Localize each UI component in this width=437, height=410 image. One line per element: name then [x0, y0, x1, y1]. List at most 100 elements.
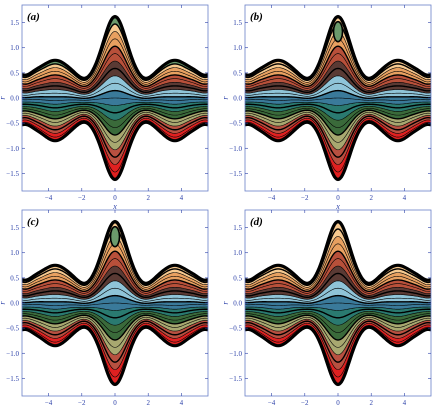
plot-area — [22, 219, 208, 387]
streamline — [22, 53, 208, 89]
x-axis-label: x — [112, 202, 117, 211]
streamline — [22, 101, 208, 106]
flow-band — [22, 61, 208, 93]
panel-1: −4 −2 0 2 4 1.5 1.0 0.5 0.0 −0.5 −1.0 −1.5 x r (b) — [221, 4, 432, 211]
streamline — [245, 105, 431, 121]
streamline — [245, 107, 431, 128]
trapped-bolus — [109, 225, 121, 248]
y-axis-label: r — [221, 96, 230, 100]
x-tick-label: −4 — [45, 194, 53, 202]
y-tick-label: 0.5 — [233, 274, 242, 282]
y-tick-label: −1.0 — [229, 350, 242, 358]
x-tick-label: −4 — [45, 399, 53, 407]
streamline — [22, 38, 208, 85]
x-tick-label: 2 — [146, 399, 150, 407]
x-tick-label: 0 — [336, 399, 340, 407]
y-axis-label: r — [221, 301, 230, 305]
flow-band — [22, 266, 208, 298]
streamline — [245, 228, 431, 287]
panel-2: −4 −2 0 2 4 1.5 1.0 0.5 0.0 −0.5 −1.0 −1.5 x r (c) — [0, 209, 209, 410]
streamline — [22, 82, 208, 97]
x-tick-label: 4 — [403, 399, 407, 407]
streamline — [245, 82, 431, 97]
y-tick-label: 0.5 — [10, 274, 19, 282]
y-tick-label: −1.5 — [229, 375, 242, 383]
flow-band — [22, 106, 208, 128]
flow-band — [22, 288, 208, 304]
y-tick-label: −1.5 — [6, 170, 19, 178]
streamline — [22, 67, 208, 93]
flow-band — [245, 68, 431, 95]
lower-wall — [245, 325, 431, 387]
streamline — [22, 117, 208, 165]
streamline — [245, 101, 431, 106]
streamline — [245, 258, 431, 294]
y-tick-label: −1.5 — [229, 170, 242, 178]
streamline — [245, 287, 431, 302]
x-tick-label: 2 — [146, 194, 150, 202]
panel-label: (b) — [250, 11, 263, 23]
streamline — [245, 113, 431, 151]
streamline — [245, 60, 431, 91]
streamline — [245, 75, 431, 95]
y-tick-label: 1.0 — [10, 44, 19, 52]
trapped-bolus — [332, 20, 344, 43]
streamline — [22, 280, 208, 300]
x-tick-label: −4 — [268, 399, 276, 407]
flow-band — [22, 309, 208, 326]
streamline — [245, 302, 431, 306]
streamline — [22, 320, 208, 363]
flow-band — [245, 104, 431, 121]
upper-wall — [245, 14, 431, 80]
y-tick-label: −0.5 — [229, 325, 242, 333]
y-tick-label: −0.5 — [6, 120, 19, 128]
flow-band — [245, 61, 431, 93]
x-tick-label: 0 — [113, 194, 117, 202]
streamline — [245, 119, 431, 173]
flow-band — [245, 106, 431, 128]
x-tick-label: 2 — [369, 399, 373, 407]
flow-band — [245, 110, 431, 143]
flow-band — [245, 101, 431, 113]
y-axis-label: r — [0, 96, 7, 100]
streamline — [245, 322, 431, 370]
streamline — [22, 294, 208, 304]
streamline — [22, 312, 208, 333]
streamline — [245, 308, 431, 319]
streamline — [22, 314, 208, 341]
streamline — [22, 287, 208, 302]
flow-band — [22, 295, 208, 306]
x-tick-label: 4 — [180, 194, 184, 202]
lower-wall — [245, 120, 431, 182]
flow-band — [22, 101, 208, 113]
flow-band — [245, 273, 431, 300]
y-axis-label: r — [0, 301, 7, 305]
flow-band — [245, 98, 431, 106]
streamline — [245, 117, 431, 165]
x-tick-label: −4 — [268, 194, 276, 202]
flow-band — [245, 306, 431, 318]
streamline — [245, 265, 431, 296]
streamline — [22, 250, 208, 293]
y-tick-label: −1.0 — [229, 145, 242, 153]
flow-band — [22, 110, 208, 143]
flow-band — [22, 90, 208, 101]
panel-label: (d) — [250, 216, 263, 228]
flow-band — [22, 315, 208, 348]
y-tick-label: 1.0 — [233, 44, 242, 52]
panel-3: −4 −2 0 2 4 1.5 1.0 0.5 0.0 −0.5 −1.0 −1.5 x r (d) — [221, 209, 432, 410]
flow-band — [22, 68, 208, 95]
streamline — [245, 312, 431, 333]
y-tick-label: 1.0 — [10, 249, 19, 257]
streamline — [245, 294, 431, 304]
streamline — [245, 318, 431, 356]
x-tick-label: −2 — [301, 194, 309, 202]
plot-area — [245, 14, 431, 182]
streamline — [245, 89, 431, 99]
streamline — [245, 243, 431, 290]
x-tick-label: −2 — [301, 399, 309, 407]
y-tick-label: 1.5 — [10, 224, 19, 232]
flow-band — [245, 90, 431, 101]
streamline — [22, 109, 208, 136]
flow-band — [22, 303, 208, 311]
